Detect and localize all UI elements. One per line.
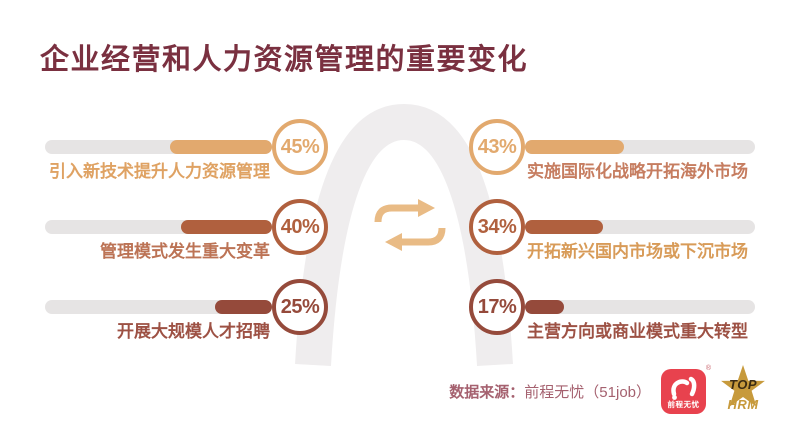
bar-label: 主营方向或商业模式重大转型 [527, 322, 748, 341]
percent-badge: 17% [469, 279, 525, 335]
bar-row: 25% 开展大规模人才招聘 [45, 279, 328, 359]
bar-label: 开展大规模人才招聘 [117, 322, 270, 341]
data-source-label: 数据来源： [449, 383, 525, 401]
bar-track [525, 300, 755, 314]
bar-track [45, 300, 272, 314]
swap-arrows-icon [374, 199, 446, 251]
bar-row: 17% 主营方向或商业模式重大转型 [469, 279, 755, 359]
bar-label: 管理模式发生重大变革 [100, 242, 270, 261]
data-source-text: 数据来源：前程无忧（51job） [449, 381, 651, 402]
data-source-value: 前程无忧（51job） [524, 383, 651, 401]
51job-logo-text: 前程无忧 [667, 399, 700, 409]
percent-badge: 45% [272, 119, 328, 175]
percent-badge: 43% [469, 119, 525, 175]
registered-mark: ® [705, 364, 711, 372]
bar-row: 34% 开拓新兴国内市场或下沉市场 [469, 199, 755, 279]
percent-value: 40% [280, 215, 320, 238]
bar-column-right: 43% 实施国际化战略开拓海外市场 34% 开拓新兴国内市场或下沉市场 17% … [469, 119, 755, 359]
bar-label: 实施国际化战略开拓海外市场 [527, 162, 748, 181]
bar-label: 引入新技术提升人力资源管理 [49, 162, 270, 181]
percent-value: 34% [477, 215, 517, 238]
bar-track [525, 220, 755, 234]
bar-row: 43% 实施国际化战略开拓海外市场 [469, 119, 755, 199]
percent-value: 17% [477, 295, 517, 318]
bar-column-left: 45% 引入新技术提升人力资源管理 40% 管理模式发生重大变革 25% 开展大… [45, 119, 328, 359]
tophrm-top-text: TOP [729, 377, 757, 392]
bar-fill [169, 140, 272, 154]
bar-track [45, 140, 272, 154]
bar-row: 40% 管理模式发生重大变革 [45, 199, 328, 279]
51job-hand-icon [671, 376, 697, 400]
percent-badge: 34% [469, 199, 525, 255]
percent-value: 25% [280, 295, 320, 318]
bar-fill [181, 220, 272, 234]
bar-label: 开拓新兴国内市场或下沉市场 [527, 242, 748, 261]
bar-fill [525, 220, 604, 234]
bar-fill [525, 140, 624, 154]
bar-fill [525, 300, 565, 314]
tophrm-hrm-text: HRM [727, 397, 759, 412]
percent-value: 45% [280, 135, 320, 158]
tophrm-star-icon [721, 365, 765, 407]
percent-value: 43% [477, 135, 517, 158]
bar-fill [215, 300, 272, 314]
page-title: 企业经营和人力资源管理的重要变化 [40, 44, 529, 76]
tophrm-logo: TOP HRM [716, 363, 770, 419]
bar-track [525, 140, 755, 154]
percent-badge: 40% [272, 199, 328, 255]
source-row: 数据来源：前程无忧（51job） 前程无忧 ® TOP HRM [449, 363, 770, 419]
51job-logo: 前程无忧 ® [661, 365, 711, 414]
bar-track [45, 220, 272, 234]
bar-row: 45% 引入新技术提升人力资源管理 [45, 119, 328, 199]
percent-badge: 25% [272, 279, 328, 335]
